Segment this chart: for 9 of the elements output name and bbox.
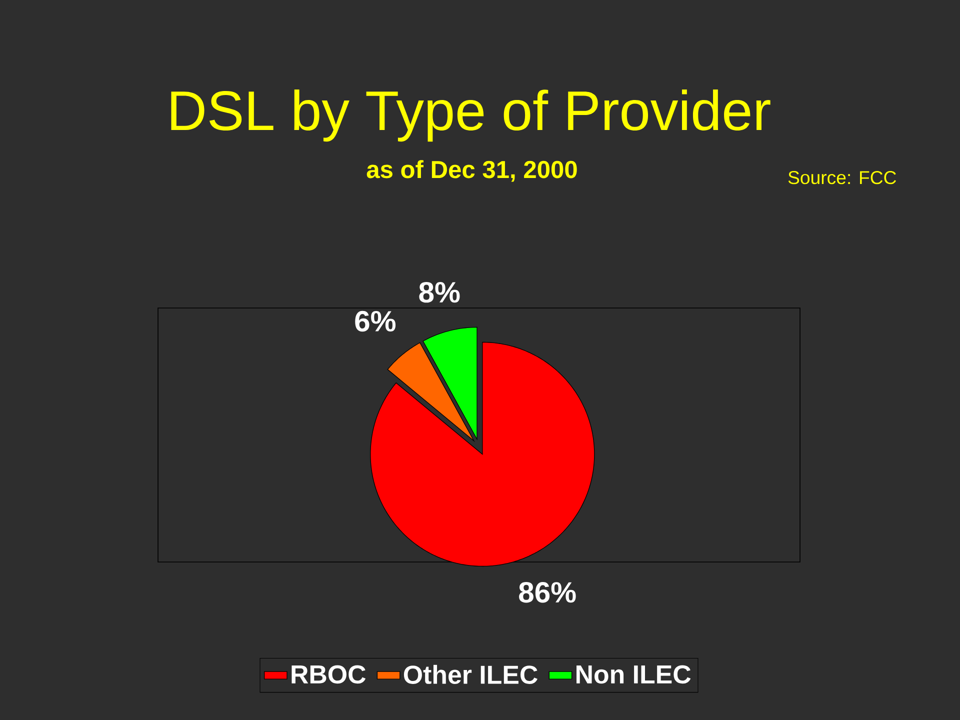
legend-label: RBOC — [292, 665, 366, 684]
legend-label: Non ILEC — [576, 665, 691, 684]
chart-subtitle: as of Dec 31, 2000 — [366, 160, 577, 182]
data-label: 8% — [419, 282, 460, 303]
legend-label: Other ILEC — [404, 664, 538, 684]
data-label: 6% — [355, 310, 396, 332]
data-label: 86% — [519, 582, 576, 603]
chart-title: DSL by Type of Provider — [171, 90, 770, 142]
source-note: Source: FCC — [788, 170, 896, 184]
